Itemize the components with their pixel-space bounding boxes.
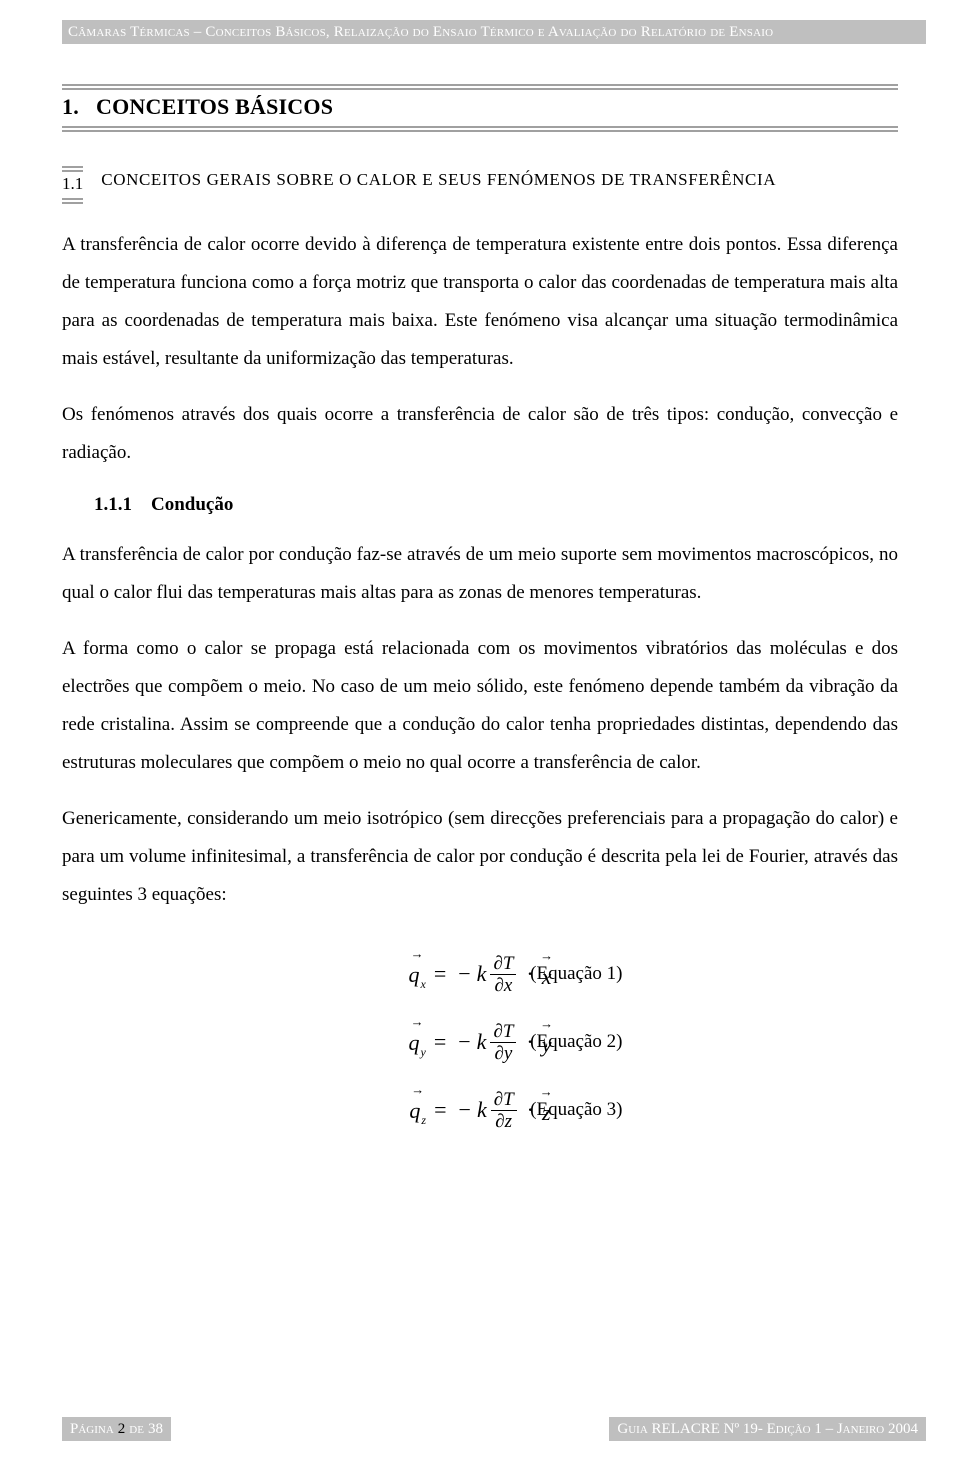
footer-page-label: Página	[70, 1421, 114, 1438]
paragraph: A transferência de calor por condução fa…	[62, 536, 898, 612]
vector-q-icon: →qz	[409, 1092, 426, 1127]
vector-q-icon: →qy	[409, 1024, 426, 1059]
equation-block: →qx = −k ∂T ∂x · →x (Equação 1) →qy =	[62, 940, 898, 1144]
subsub-title: Condução	[151, 494, 233, 515]
section-heading: 1. CONCEITOS BÁSICOS	[62, 84, 898, 132]
footer-page-current: 2	[118, 1421, 126, 1438]
footer-spacer	[171, 1417, 609, 1441]
paragraph: Os fenómenos através dos quais ocorre a …	[62, 396, 898, 472]
equation-row: →qx = −k ∂T ∂x · →x (Equação 1)	[62, 940, 898, 1008]
footer-of-label: de	[129, 1421, 144, 1438]
page: Câmaras Térmicas – Conceitos Básicos, Re…	[0, 0, 960, 1461]
section-title: 1. CONCEITOS BÁSICOS	[62, 94, 898, 120]
equation-label: (Equação 1)	[530, 963, 622, 985]
running-header: Câmaras Térmicas – Conceitos Básicos, Re…	[62, 20, 926, 44]
paragraph: A forma como o calor se propaga está rel…	[62, 630, 898, 782]
equation-label: (Equação 3)	[530, 1099, 622, 1121]
running-header-text: Câmaras Térmicas – Conceitos Básicos, Re…	[68, 24, 773, 41]
section-number: 1.	[62, 94, 79, 119]
footer-left: Página 2 de 38	[62, 1417, 171, 1441]
equation-row: →qz = −k ∂T ∂z · →z (Equação 3)	[62, 1076, 898, 1144]
subsection-number: 1.1	[62, 174, 83, 194]
fraction: ∂T ∂z	[491, 1090, 517, 1131]
subsection-heading: 1.1 CONCEITOS GERAIS SOBRE O CALOR E SEU…	[62, 166, 898, 204]
subsub-number: 1.1.1	[94, 494, 132, 515]
fraction: ∂T ∂y	[490, 1022, 516, 1063]
footer-page-total: 38	[148, 1421, 163, 1438]
vector-q-icon: →qx	[409, 956, 426, 991]
paragraph: A transferência de calor ocorre devido à…	[62, 226, 898, 378]
section-title-text: CONCEITOS BÁSICOS	[96, 94, 333, 119]
fraction: ∂T ∂x	[490, 954, 516, 995]
subsection-number-box: 1.1	[62, 166, 83, 204]
subsubsection-heading: 1.1.1 Condução	[94, 494, 898, 516]
equation-label: (Equação 2)	[530, 1031, 622, 1053]
subsection-title: CONCEITOS GERAIS SOBRE O CALOR E SEUS FE…	[101, 166, 776, 193]
running-footer: Página 2 de 38 Guia RELACRE Nº 19- Ediçã…	[62, 1417, 926, 1441]
content-area: 1. CONCEITOS BÁSICOS 1.1 CONCEITOS GERAI…	[62, 84, 898, 1405]
paragraph: Genericamente, considerando um meio isot…	[62, 800, 898, 914]
equation-row: →qy = −k ∂T ∂y · →y (Equação 2)	[62, 1008, 898, 1076]
footer-right: Guia RELACRE Nº 19- Edição 1 – Janeiro 2…	[609, 1417, 926, 1441]
